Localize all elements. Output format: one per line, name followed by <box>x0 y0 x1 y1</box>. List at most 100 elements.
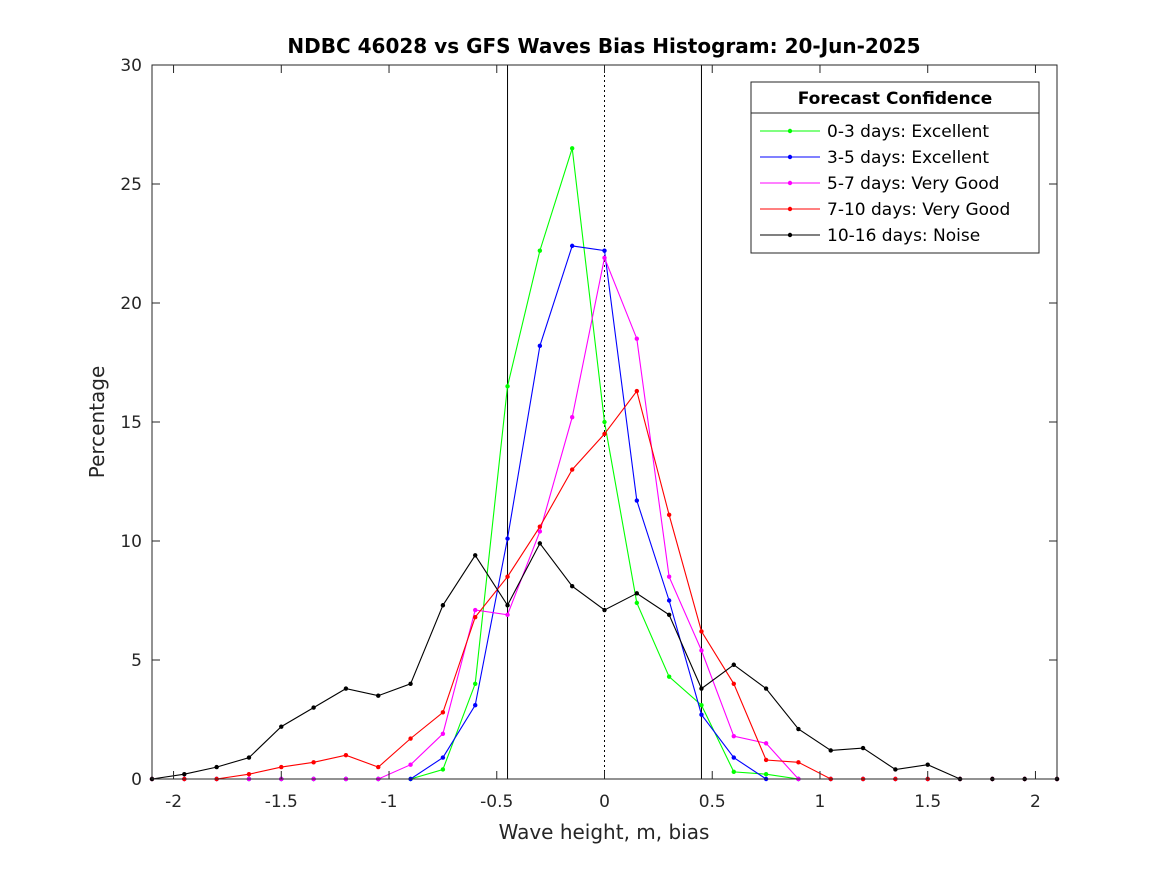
data-point <box>246 755 252 760</box>
data-point <box>731 662 736 667</box>
data-point <box>440 731 446 736</box>
x-tick-label: 2 <box>1030 792 1041 812</box>
data-point <box>505 536 510 541</box>
x-axis-ticks: -2 -1.5 -1 -0.5 0 0.5 1 1.5 2 <box>165 65 1041 812</box>
y-axis-ticks: 0 5 10 15 20 25 30 <box>120 56 1057 790</box>
data-point <box>731 733 736 739</box>
x-tick-label: 0.5 <box>699 792 726 812</box>
data-point <box>408 736 413 741</box>
data-point <box>182 772 187 777</box>
legend: Forecast Confidence 0-3 days: Excellent 3… <box>750 81 1040 254</box>
legend-label: 5-7 days: Very Good <box>827 174 999 194</box>
legend-swatch-marker <box>787 206 793 212</box>
legend-entry: 0-3 days: Excellent <box>760 122 989 142</box>
data-point <box>505 384 510 389</box>
legend-swatch-marker <box>787 154 793 160</box>
legend-entry: 7-10 days: Very Good <box>760 200 1010 220</box>
data-point <box>473 703 478 708</box>
data-point <box>246 772 252 777</box>
data-point <box>602 607 607 613</box>
legend-label: 3-5 days: Excellent <box>827 148 989 168</box>
legend-entry: 10-16 days: Noise <box>760 226 980 246</box>
data-point <box>731 755 736 760</box>
data-point <box>569 243 575 249</box>
data-point <box>796 726 801 732</box>
data-point <box>699 629 704 634</box>
x-tick-label: -1.5 <box>265 792 298 812</box>
data-point <box>537 248 543 253</box>
data-point <box>699 703 704 708</box>
data-point <box>634 498 640 503</box>
data-point <box>666 512 672 518</box>
data-point <box>343 686 349 691</box>
data-point <box>473 681 478 686</box>
data-point <box>828 748 833 753</box>
legend-title: Forecast Confidence <box>798 89 993 109</box>
series-5 <box>149 541 1060 782</box>
y-tick-label: 15 <box>120 413 142 433</box>
chart-title: NDBC 46028 vs GFS Waves Bias Histogram: … <box>287 34 920 58</box>
y-tick-label: 5 <box>131 651 142 671</box>
data-point <box>699 648 704 653</box>
legend-label: 0-3 days: Excellent <box>827 122 989 142</box>
data-point <box>537 343 543 349</box>
data-point <box>440 755 446 760</box>
data-point <box>473 607 478 613</box>
y-tick-label: 20 <box>120 294 142 314</box>
data-point <box>569 415 575 420</box>
data-point <box>925 762 930 767</box>
data-point <box>634 591 640 596</box>
data-point <box>731 769 736 775</box>
data-point <box>473 614 478 620</box>
legend-entry: 3-5 days: Excellent <box>760 148 989 168</box>
data-point <box>408 762 413 767</box>
data-point <box>311 705 316 710</box>
data-point <box>602 255 607 260</box>
data-point <box>343 753 349 758</box>
x-tick-label: -0.5 <box>480 792 513 812</box>
data-point <box>440 603 446 608</box>
data-point <box>893 767 898 772</box>
legend-box <box>750 81 1040 254</box>
legend-label: 7-10 days: Very Good <box>827 200 1010 220</box>
data-point <box>408 681 413 686</box>
data-point <box>473 553 478 558</box>
data-point <box>699 686 704 691</box>
y-tick-label: 30 <box>120 56 142 76</box>
data-point <box>666 674 672 679</box>
x-tick-label: 0 <box>599 792 610 812</box>
legend-entries: 0-3 days: Excellent 3-5 days: Excellent 5-… <box>760 122 1010 246</box>
legend-swatch-marker <box>787 128 793 134</box>
data-point <box>602 419 607 425</box>
data-point <box>505 612 510 617</box>
x-axis-label: Wave height, m, bias <box>499 820 710 844</box>
x-tick-label: -2 <box>165 792 182 812</box>
data-point <box>214 764 219 770</box>
y-tick-label: 0 <box>131 770 142 790</box>
data-point <box>666 612 672 617</box>
data-point <box>311 760 316 765</box>
data-point <box>699 712 704 717</box>
x-tick-label: -1 <box>381 792 398 812</box>
data-point <box>279 764 284 770</box>
data-point <box>763 686 769 691</box>
legend-label: 10-16 days: Noise <box>827 226 980 246</box>
data-point <box>440 767 446 772</box>
data-point <box>569 146 575 151</box>
data-point <box>537 529 543 534</box>
data-point <box>860 745 866 751</box>
data-point <box>440 710 446 715</box>
data-point <box>731 681 736 686</box>
x-tick-label: 1 <box>815 792 826 812</box>
data-point <box>376 764 381 770</box>
data-point <box>569 584 575 589</box>
data-point <box>796 760 801 765</box>
y-axis-label: Percentage <box>85 366 109 479</box>
data-point <box>537 524 543 529</box>
legend-swatch-marker <box>787 180 793 186</box>
legend-entry: 5-7 days: Very Good <box>760 174 999 194</box>
data-point <box>666 598 672 603</box>
y-tick-label: 25 <box>120 175 142 195</box>
data-point <box>763 757 769 763</box>
